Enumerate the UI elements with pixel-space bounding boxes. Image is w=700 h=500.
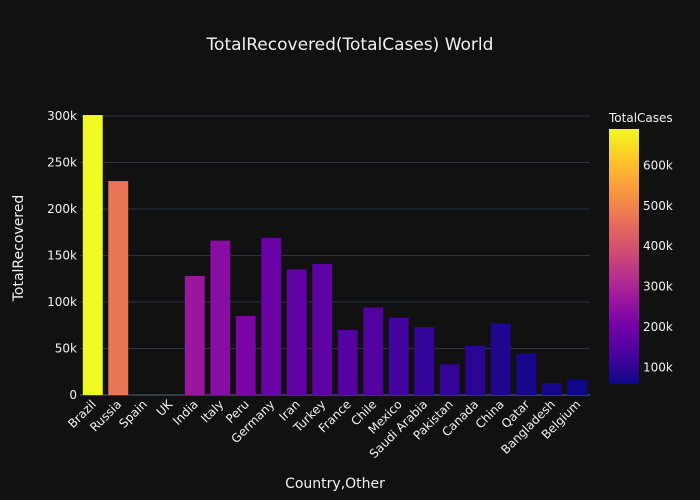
colorbar-gradient	[609, 129, 639, 384]
bar-iran[interactable]	[286, 269, 307, 395]
y-tick-label: 100k	[47, 295, 77, 309]
bar-brazil[interactable]	[82, 115, 103, 396]
bar-bangladesh[interactable]	[541, 382, 562, 395]
bar-belgium[interactable]	[567, 380, 588, 395]
y-tick-label: 250k	[47, 155, 77, 169]
bar-turkey[interactable]	[312, 263, 333, 395]
bar-france[interactable]	[337, 329, 358, 395]
x-tick-label: Spain	[116, 397, 150, 431]
y-tick-label: 150k	[47, 248, 77, 262]
y-tick-label: 300k	[47, 109, 77, 123]
colorbar-tick-label: 100k	[643, 360, 673, 374]
bar-italy[interactable]	[210, 240, 231, 395]
y-tick-label: 200k	[47, 202, 77, 216]
colorbar-tick-label: 500k	[643, 199, 673, 213]
bar-peru[interactable]	[235, 315, 256, 395]
bar-mexico[interactable]	[388, 317, 409, 395]
y-tick-label: 0	[69, 388, 77, 402]
colorbar-tick-label: 200k	[643, 320, 673, 334]
colorbar-title: TotalCases	[608, 111, 673, 125]
bar-saudi-arabia[interactable]	[414, 327, 435, 395]
y-axis-title: TotalRecovered	[11, 195, 27, 303]
y-tick-label: 50k	[55, 341, 77, 355]
bar-canada[interactable]	[465, 345, 486, 395]
bar-pakistan[interactable]	[439, 364, 460, 395]
bar-germany[interactable]	[261, 237, 282, 395]
bar-india[interactable]	[184, 275, 205, 395]
x-tick-label: China	[473, 397, 507, 431]
colorbar: TotalCases 100k 200k 300k 400k 500k 600k	[608, 111, 673, 384]
x-tick-label: India	[170, 397, 201, 428]
bar-russia[interactable]	[108, 181, 129, 395]
colorbar-ticks: 100k 200k 300k 400k 500k 600k	[643, 158, 673, 374]
y-axis-ticks: 0 50k 100k 150k 200k 250k 300k	[47, 109, 77, 402]
x-axis-title: Country,Other	[285, 476, 385, 492]
colorbar-tick-label: 600k	[643, 158, 673, 172]
chart-title: TotalRecovered(TotalCases) World	[206, 35, 494, 55]
bar-qatar[interactable]	[516, 353, 537, 395]
bar-china[interactable]	[490, 323, 511, 395]
bar-series	[82, 115, 588, 396]
grid-lines	[80, 115, 590, 396]
colorbar-tick-label: 300k	[643, 280, 673, 294]
colorbar-tick-label: 400k	[643, 239, 673, 253]
x-tick-label: Italy	[198, 397, 226, 425]
bar-chile[interactable]	[363, 307, 384, 395]
